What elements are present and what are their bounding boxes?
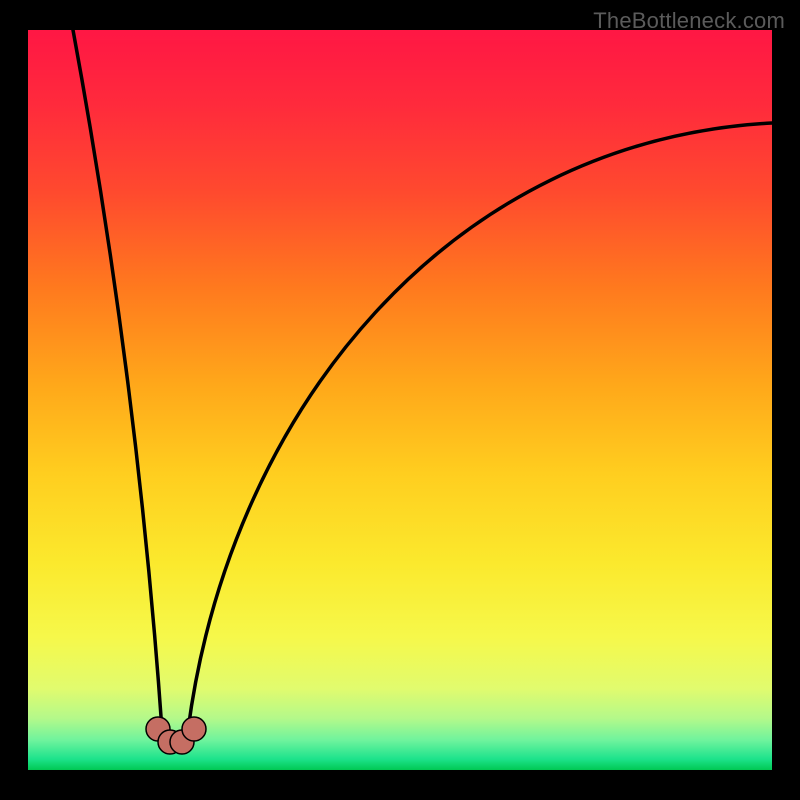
bottleneck-chart bbox=[0, 0, 800, 800]
watermark-text: TheBottleneck.com bbox=[593, 8, 785, 34]
chart-container: TheBottleneck.com bbox=[0, 0, 800, 800]
foot-marker-3 bbox=[182, 717, 206, 741]
